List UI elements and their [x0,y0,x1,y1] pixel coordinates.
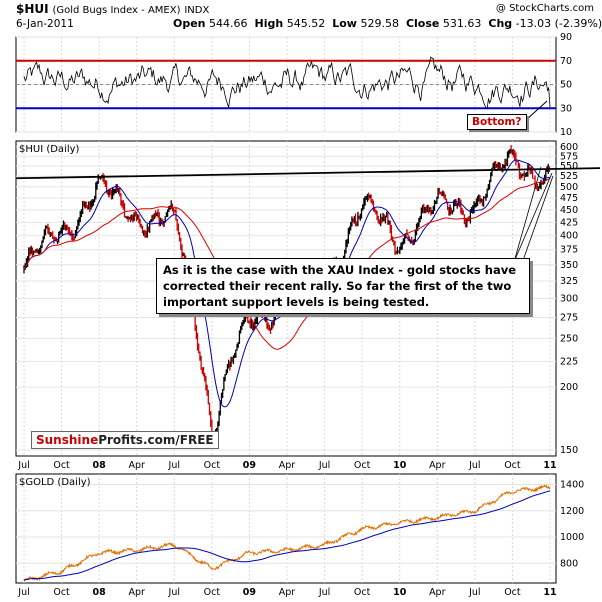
main-xtick-label: Oct [504,460,521,471]
main-xtick-label: 09 [243,460,256,471]
main-xtick-label: Oct [53,460,70,471]
main-ytick-label: 225 [560,356,578,367]
callout-arrow [524,100,548,122]
main-ytick-label: 475 [560,193,578,204]
gold-xtick-label: 08 [93,587,107,598]
gold-line [23,484,551,582]
gold-title: $GOLD (Daily) [19,477,91,488]
main-xtick-label: Oct [204,460,221,471]
main-ytick-label: 525 [560,171,578,182]
main-ytick-label: 275 [560,313,578,324]
main-ytick-label: 500 [560,182,578,193]
copyright: @ StockCharts.com [495,3,594,14]
ma-long-line [23,177,551,350]
main-ytick-label: 150 [560,445,578,456]
rsi-line [23,56,551,109]
brand-logo: SunshineProfits.com/FREE [31,431,219,449]
annotation-box: As it is the case with the XAU Index - g… [156,258,530,314]
header-title: $HUI (Gold Bugs Index - AMEX) INDX [16,2,209,16]
main-xtick-label: 10 [393,460,407,471]
pointer-line [513,172,553,263]
main-xtick-label: Apr [279,460,296,471]
gold-xtick-label: Oct [53,587,70,598]
pointer-line [513,166,542,263]
main-xtick-label: Jul [17,460,29,471]
main-ytick-label: 250 [560,333,578,344]
main-xtick-label: 11 [543,460,556,471]
gold-xtick-label: 10 [393,587,407,598]
gold-xtick-label: Oct [204,587,221,598]
main-ytick-label: 375 [560,245,578,256]
symbol: $HUI [16,2,49,16]
gold-xtick-label: Jul [17,587,29,598]
main-ytick-label: 550 [560,161,578,172]
support-line [15,167,601,180]
bottom-callout: Bottom? [467,114,527,130]
main-xtick-label: 08 [93,460,107,471]
gold-xtick-label: Jul [468,587,480,598]
main-ytick-label: 425 [560,217,578,228]
date: 6-Jan-2011 [16,18,74,30]
main-ytick-label: 350 [560,260,578,271]
gold-xtick-label: 11 [543,587,556,598]
gold-xtick-label: Apr [279,587,296,598]
rsi-panel: 10 30 50 70 90 [15,32,572,138]
gold-panel: 800 1000 1200 1400 $GOLD (Daily) Jul Oct 08 Apr J… [15,473,584,598]
main-ytick-label: 450 [560,205,578,216]
rsi-ytick-label: 70 [560,56,572,67]
exchange: INDX [184,5,210,16]
ohlc-line: Open 544.66 High 545.52 Low 529.58 Close… [173,17,602,30]
gold-xtick-label: 09 [243,587,256,598]
main-ytick-label: 325 [560,276,578,287]
gold-xtick-label: Oct [354,587,371,598]
main-xtick-label: Jul [318,460,330,471]
gold-border [15,473,557,584]
gold-xtick-label: Apr [128,587,145,598]
gold-ytick-label: 1400 [560,480,584,491]
main-xtick-label: Jul [468,460,480,471]
gold-ma-line [23,490,551,582]
main-xtick-label: Oct [354,460,371,471]
rsi-ytick-label: 30 [560,103,572,114]
main-ytick-label: 575 [560,151,578,162]
gold-xtick-label: Jul [318,587,330,598]
main-ytick-label: 400 [560,231,578,242]
rsi-ytick-label: 50 [560,80,572,91]
gold-xtick-label: Apr [429,587,446,598]
main-ytick-label: 200 [560,382,578,393]
main-xtick-label: Jul [168,460,180,471]
rsi-ytick-label: 10 [560,127,572,138]
gold-ytick-label: 800 [560,558,578,569]
gold-xtick-label: Jul [168,587,180,598]
main-xtick-label: Apr [128,460,145,471]
main-ytick-label: 300 [560,294,578,305]
rsi-ytick-label: 90 [560,32,572,43]
main-xtick-label: Apr [429,460,446,471]
gold-ytick-label: 1200 [560,506,584,517]
gold-xtick-label: Oct [504,587,521,598]
main-title: $HUI (Daily) [19,144,80,155]
index-name: (Gold Bugs Index - AMEX) [52,5,181,16]
gold-ytick-label: 1000 [560,532,584,543]
main-ytick-label: 600 [560,142,578,153]
